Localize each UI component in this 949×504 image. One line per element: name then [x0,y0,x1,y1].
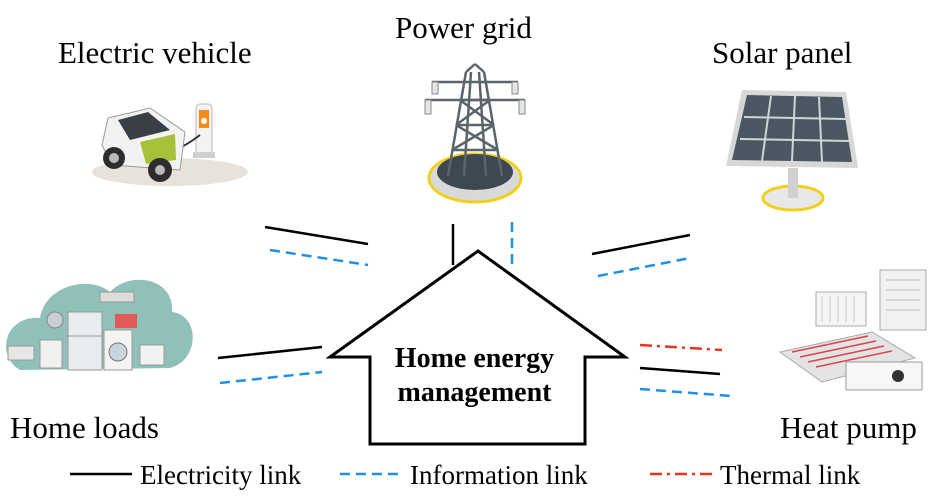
legend-information-label: Information link [410,460,588,490]
solar-information-link [597,256,691,278]
heatpump-thermal-link [639,343,723,352]
center-title-line2: management [397,377,552,408]
loads-information-link [219,370,323,385]
solar-electricity-link [591,233,691,256]
heatpump-electricity-link [639,366,721,376]
power-grid-tower-icon [424,63,526,204]
electric-vehicle-label: Electric vehicle [58,35,252,70]
legend-electricity-label: Electricity link [140,460,302,490]
solar-panel-icon [726,90,858,212]
electric-vehicle-icon [92,103,248,186]
loads-electricity-link [217,345,323,360]
solar-panel-label: Solar panel [712,35,853,70]
power-grid-label: Power grid [395,10,532,45]
information-links [219,222,732,398]
heatpump-information-link [639,387,732,398]
thermal-links [639,343,723,352]
house-outline [325,249,630,446]
heat-pump-label: Heat pump [780,410,917,445]
ev-information-link [269,248,369,267]
heat-pump-icon [778,269,927,391]
electricity-links [217,224,721,376]
center-title-line1: Home energy [394,343,555,374]
home-loads-icon [6,279,193,371]
legend-thermal-label: Thermal link [720,460,861,490]
ev-electricity-link [264,225,369,246]
home-loads-label: Home loads [10,410,159,445]
center-title: Home energy management [352,342,597,410]
